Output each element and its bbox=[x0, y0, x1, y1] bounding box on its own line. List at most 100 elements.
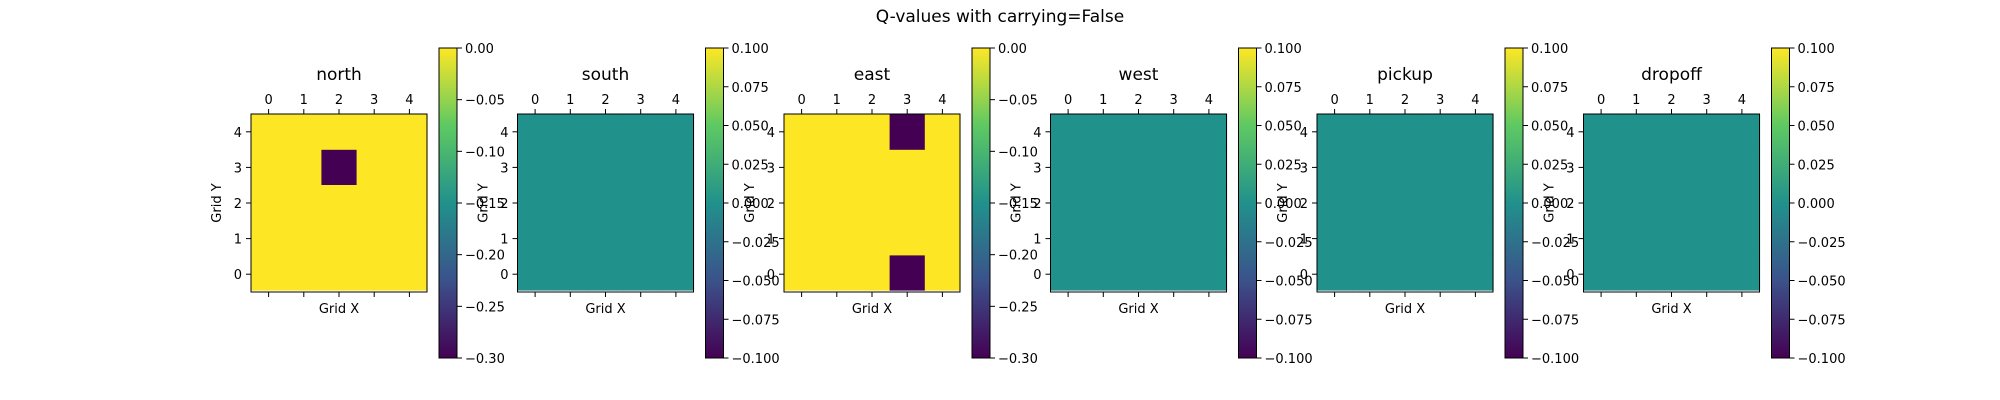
heatmap-cell bbox=[1387, 254, 1424, 291]
x-tick-label: 4 bbox=[405, 93, 413, 108]
heatmap-panel-east: east 0 1 2 3 4 0 1 2 3 4 Grid X Grid Y 0.00 −0.05 −0.10… bbox=[743, 42, 1038, 367]
heatmap-cell bbox=[1583, 219, 1620, 256]
heatmap-cell bbox=[1317, 149, 1353, 185]
heatmap-cell bbox=[1653, 219, 1690, 256]
x-tick-label: 0 bbox=[264, 93, 272, 108]
heatmap-cell bbox=[784, 254, 820, 291]
heatmap-cell bbox=[1085, 219, 1122, 256]
heatmap-cell bbox=[286, 114, 322, 150]
heatmap-cell bbox=[1085, 184, 1122, 221]
panel-title: east bbox=[854, 65, 891, 85]
colorbar-tick-label: −0.30 bbox=[465, 352, 505, 367]
colorbar bbox=[1771, 47, 1790, 359]
heatmap-cell bbox=[1387, 149, 1424, 185]
x-tick-label: 2 bbox=[1134, 93, 1142, 108]
y-axis-label: Grid Y bbox=[1010, 183, 1025, 222]
x-axis-label: Grid X bbox=[1118, 302, 1158, 317]
colorbar-tick-label: 0.100 bbox=[1798, 42, 1835, 57]
heatmap-cell bbox=[1422, 219, 1459, 256]
x-tick-label: 2 bbox=[868, 93, 876, 108]
colorbar-tick-label: 0.100 bbox=[1531, 42, 1568, 57]
heatmap-cell bbox=[1317, 219, 1353, 256]
heatmap-cell bbox=[391, 254, 428, 291]
y-tick-label: 2 bbox=[767, 197, 775, 212]
heatmap-cell bbox=[924, 149, 961, 185]
x-tick-label: 0 bbox=[797, 93, 805, 108]
x-tick-label: 2 bbox=[335, 93, 343, 108]
heatmap-cell bbox=[1689, 219, 1725, 256]
heatmap-cell bbox=[784, 184, 820, 221]
x-axis-label: Grid X bbox=[852, 302, 892, 317]
colorbar-tick-label: 0.000 bbox=[732, 197, 769, 212]
heatmap-cell bbox=[1457, 184, 1494, 221]
y-tick-label: 2 bbox=[1033, 197, 1041, 212]
heatmap-cell bbox=[1387, 114, 1424, 150]
y-tick-label: 4 bbox=[1033, 126, 1041, 141]
heatmap-cell bbox=[1422, 254, 1459, 291]
x-tick-label: 1 bbox=[566, 93, 574, 108]
heatmap-cell bbox=[552, 219, 589, 256]
colorbar-tick-label: −0.20 bbox=[465, 249, 505, 264]
heatmap-cell bbox=[889, 219, 926, 256]
colorbar-tick-label: 0.075 bbox=[1531, 81, 1568, 96]
heatmap-cell bbox=[321, 149, 358, 185]
x-tick-label: 4 bbox=[938, 93, 946, 108]
heatmap-cell bbox=[1724, 184, 1761, 221]
colorbar-tick-label: −0.100 bbox=[1265, 352, 1313, 367]
y-tick-label: 1 bbox=[767, 233, 775, 248]
heatmap-cell bbox=[552, 149, 589, 185]
colorbar-tick-label: −0.025 bbox=[1265, 236, 1313, 251]
heatmap-cell bbox=[1724, 114, 1761, 150]
y-tick-label: 1 bbox=[234, 233, 242, 248]
heatmap-cell bbox=[623, 114, 659, 150]
heatmap-cell bbox=[1583, 149, 1620, 185]
y-tick-label: 2 bbox=[1566, 197, 1574, 212]
y-axis-label: Grid Y bbox=[1543, 183, 1558, 222]
y-tick-label: 2 bbox=[234, 197, 242, 212]
colorbar-tick-label: −0.050 bbox=[1531, 275, 1579, 290]
heatmap-cell bbox=[517, 219, 554, 256]
heatmap-panel-north: north 0 1 2 3 4 0 1 2 3 4 Grid X Grid Y 0.00 −0.05 −0.1… bbox=[210, 42, 505, 367]
heatmap-cell bbox=[587, 114, 624, 150]
heatmap-cell bbox=[819, 219, 855, 256]
heatmap-cell bbox=[552, 114, 589, 150]
x-tick-label: 2 bbox=[1401, 93, 1409, 108]
colorbar-tick-label: −0.25 bbox=[998, 300, 1038, 315]
heatmap-cell bbox=[1191, 114, 1228, 150]
heatmap-cell bbox=[1457, 219, 1494, 256]
y-tick-label: 0 bbox=[500, 268, 508, 283]
heatmap-cell bbox=[1191, 254, 1228, 291]
y-tick-label: 3 bbox=[767, 161, 775, 176]
colorbar-tick-label: 0.050 bbox=[1531, 120, 1568, 135]
heatmap-cell bbox=[784, 149, 820, 185]
panel-title: south bbox=[582, 65, 629, 85]
heatmap-cell bbox=[587, 149, 624, 185]
colorbar-tick-label: −0.15 bbox=[465, 197, 505, 212]
colorbar-tick-label: −0.100 bbox=[1531, 352, 1579, 367]
colorbar bbox=[971, 47, 991, 359]
x-tick-label: 2 bbox=[601, 93, 609, 108]
colorbar-tick-label: −0.15 bbox=[998, 197, 1038, 212]
heatmap-cell bbox=[924, 184, 961, 221]
y-tick-label: 3 bbox=[500, 161, 508, 176]
heatmap-cell bbox=[924, 254, 961, 291]
colorbar-tick-label: 0.000 bbox=[1798, 197, 1835, 212]
y-tick-label: 3 bbox=[1300, 161, 1308, 176]
y-tick-label: 2 bbox=[500, 197, 508, 212]
colorbar-tick-label: 0.025 bbox=[1798, 158, 1835, 173]
heatmap-cell bbox=[1191, 184, 1228, 221]
heatmap-cell bbox=[819, 114, 855, 150]
heatmap-cell bbox=[1156, 254, 1192, 291]
heatmap-cell bbox=[1653, 149, 1690, 185]
heatmap-cell bbox=[356, 114, 393, 150]
heatmap-cell bbox=[1191, 219, 1228, 256]
y-tick-label: 4 bbox=[1566, 126, 1574, 141]
heatmap-cell bbox=[1050, 254, 1087, 291]
panel-title: west bbox=[1119, 65, 1159, 85]
colorbar-tick-label: 0.050 bbox=[1798, 120, 1835, 135]
heatmap-cell bbox=[924, 219, 961, 256]
y-tick-label: 3 bbox=[1566, 161, 1574, 176]
heatmap-cell bbox=[517, 184, 554, 221]
heatmap-cell bbox=[1653, 254, 1690, 291]
colorbar-tick-label: 0.075 bbox=[732, 81, 769, 96]
